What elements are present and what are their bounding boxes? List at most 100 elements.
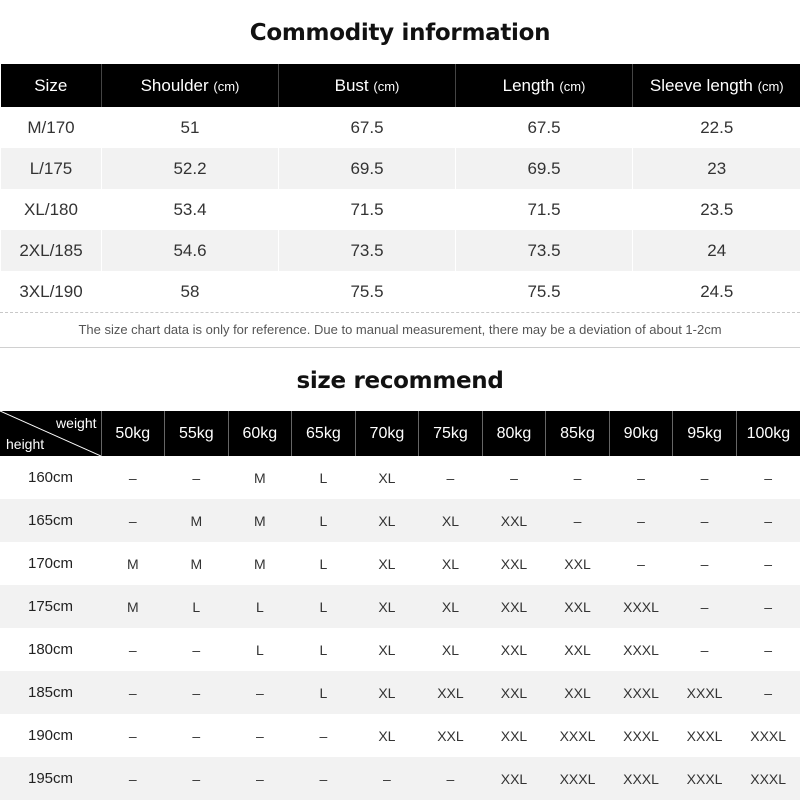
recommend-row: 195cm – – – – – – XXL XXXL XXXL XXXL XXXL (0, 757, 800, 800)
recommend-row: 190cm – – – – XL XXL XXL XXXL XXXL XXXL XXXL (0, 714, 800, 757)
shoulder-cell: 58 (101, 271, 279, 312)
size-recommend-cell: – (510, 469, 518, 486)
weight-header: 80kg (481, 411, 546, 456)
diagonal-divider (0, 411, 101, 456)
size-recommend-cell: M (190, 555, 203, 572)
height-cell: 175cm (0, 585, 102, 628)
header-bust: Bust (cm) (278, 64, 456, 107)
size-recommend-cell: XXL (545, 671, 610, 714)
height-cell: 170cm (27, 555, 74, 572)
shoulder-cell: 52.2 (101, 148, 279, 189)
weight-header: 75kg (418, 411, 483, 456)
commodity-row: 2XL/185 54.6 73.5 73.5 24 (0, 230, 800, 271)
size-recommend-cell: – (255, 727, 264, 744)
size-recommend-cell: XL (355, 499, 419, 542)
recommend-row: 175cm M L L L XL XL XXL XXL XXXL – – (0, 585, 800, 628)
size-recommend-cell: XXXL (609, 585, 673, 628)
bust-cell: 75.5 (278, 271, 456, 312)
size-recommend-cell: – (672, 585, 737, 628)
size-recommend-cell: L (255, 641, 264, 658)
size-recommend-cell: XXXL (672, 671, 737, 714)
weight-header: 50kg (100, 411, 165, 456)
recommend-row: 180cm – – L L XL XL XXL XXL XXXL – – (0, 628, 800, 671)
size-chart-note: The size chart data is only for referenc… (0, 312, 800, 348)
height-cell: 180cm (27, 641, 74, 658)
header-length: Length (cm) (455, 64, 633, 107)
size-recommend-cell: XL (441, 641, 459, 658)
size-recommend-cell: XXXL (672, 757, 737, 800)
size-recommend-cell: M (254, 555, 266, 572)
size-recommend-cell: XXL (482, 499, 546, 542)
corner-height-label: height (6, 436, 45, 452)
size-recommend-cell: XL (378, 469, 396, 486)
header-size: Size (0, 64, 102, 107)
size-recommend-cell: – (192, 469, 201, 486)
commodity-row: XL/180 53.4 71.5 71.5 23.5 (0, 189, 800, 230)
size-recommend-cell: XXL (482, 585, 546, 628)
weight-header: 100kg (735, 411, 800, 456)
size-recommend-cell: XXL (500, 727, 528, 744)
size-recommend-cell: – (355, 757, 419, 800)
size-recommend-cell: XXL (482, 671, 546, 714)
size-recommend-cell: XL (418, 585, 483, 628)
size-recommend-cell: – (736, 585, 800, 628)
shoulder-cell: 53.4 (101, 189, 279, 230)
header-sleeve-length: Sleeve length (cm) (632, 64, 800, 107)
sleeve-length-cell: 22.5 (632, 107, 800, 148)
size-recommend-cell: XL (418, 499, 483, 542)
recommend-row: 165cm – M M L XL XL XXL – – – – (0, 499, 800, 542)
size-recommend-cell: XL (378, 555, 396, 572)
recommend-header-row: weight height 50kg 55kg 60kg 65kg 70kg 75kg 80… (0, 411, 800, 456)
length-cell: 71.5 (455, 189, 633, 230)
size-recommend-cell: – (128, 727, 137, 744)
weight-header: 85kg (545, 411, 610, 456)
shoulder-cell: 54.6 (101, 230, 279, 271)
size-recommend-cell: – (609, 499, 673, 542)
size-recommend-cell: L (164, 585, 229, 628)
size-recommend-cell: L (291, 499, 356, 542)
size-recommend-cell: – (700, 555, 709, 572)
size-recommend-cell: XL (441, 555, 459, 572)
size-recommend-cell: – (228, 671, 292, 714)
bust-cell: 71.5 (278, 189, 456, 230)
size-recommend-cell: XXXL (750, 727, 787, 744)
size-recommend-cell: XXL (545, 585, 610, 628)
size-recommend-cell: M (101, 585, 165, 628)
size-recommend-cell: – (101, 757, 165, 800)
size-recommend-cell: – (101, 671, 165, 714)
size-recommend-cell: – (418, 757, 483, 800)
size-recommend-cell: – (764, 555, 773, 572)
sleeve-length-cell: 23.5 (632, 189, 800, 230)
sleeve-length-cell: 24.5 (632, 271, 800, 312)
corner-cell: weight height (0, 411, 102, 456)
size-recommend-cell: – (637, 469, 645, 486)
size-recommend-cell: XXL (564, 641, 591, 658)
recommend-row: 185cm – – – L XL XXL XXL XXL XXXL XXXL – (0, 671, 800, 714)
header-shoulder: Shoulder (cm) (101, 64, 279, 107)
size-recommend-cell: – (700, 469, 709, 486)
commodity-table: Size Shoulder (cm) Bust (cm) Length (cm)… (0, 64, 800, 312)
size-recommend-cell: XXXL (559, 727, 596, 744)
size-recommend-cell: XXL (564, 555, 591, 572)
size-recommend-cell: – (128, 469, 137, 486)
size-recommend-cell: XL (355, 585, 419, 628)
length-cell: 73.5 (455, 230, 633, 271)
size-recommend-cell: L (319, 469, 328, 486)
size-recommend-cell: – (101, 499, 165, 542)
size-recommend-cell: L (228, 585, 292, 628)
corner-weight-label: weight (56, 415, 97, 431)
size-recommend-cell: M (228, 499, 292, 542)
length-cell: 69.5 (455, 148, 633, 189)
weight-header: 65kg (291, 411, 356, 456)
size-cell: XL/180 (0, 189, 102, 230)
size-recommend-cell: XXXL (609, 757, 673, 800)
sleeve-length-cell: 24 (632, 230, 800, 271)
height-cell: 160cm (27, 469, 74, 486)
size-recommend-cell: XL (355, 671, 419, 714)
size-recommend-cell: – (446, 469, 455, 486)
length-cell: 75.5 (455, 271, 633, 312)
size-recommend-cell: XXXL (686, 727, 723, 744)
size-cell: L/175 (0, 148, 102, 189)
length-cell: 67.5 (455, 107, 633, 148)
weight-header: 55kg (164, 411, 229, 456)
